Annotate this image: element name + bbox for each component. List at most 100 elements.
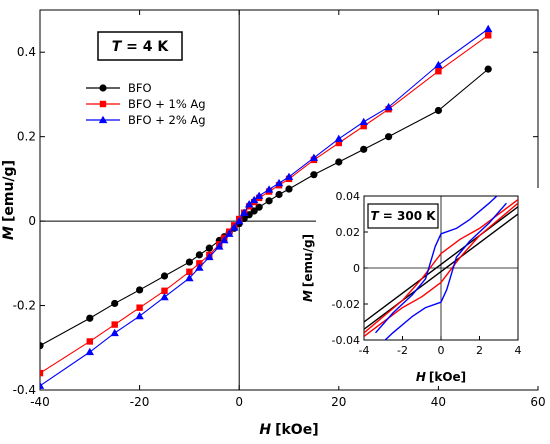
y-tick-label: -0.4: [13, 383, 36, 397]
inset-y-tick-label: -0.02: [332, 298, 360, 311]
data-point: [205, 252, 214, 261]
inset-x-axis-label: H [kOe]: [416, 370, 466, 384]
data-point: [195, 251, 203, 259]
data-point: [40, 342, 44, 350]
data-point: [215, 242, 224, 250]
data-point: [136, 286, 144, 294]
legend-entry: BFO + 1% Ag: [86, 97, 206, 111]
data-point: [385, 133, 393, 141]
data-point: [384, 102, 393, 111]
data-point: [255, 203, 263, 211]
inset-series: [364, 199, 518, 337]
inset-temperature-label: T = 300 K: [370, 209, 436, 223]
data-point: [161, 287, 168, 294]
x-tick-label: 60: [530, 395, 545, 409]
inset-loop-branch: [364, 206, 518, 323]
data-point: [284, 172, 294, 180]
data-point: [85, 347, 94, 356]
legend-marker: [99, 100, 107, 108]
y-tick-label: 0.2: [17, 130, 36, 144]
data-point: [360, 122, 367, 130]
y-tick-label: -0.2: [13, 299, 36, 313]
main-series-group: [40, 24, 493, 389]
inset-series-group: [364, 196, 518, 340]
data-point: [186, 268, 193, 275]
x-tick-label: 20: [331, 395, 346, 409]
inset-zero-lines: [364, 196, 518, 340]
inset-series: [364, 206, 518, 330]
x-tick-label: 40: [431, 395, 446, 409]
inset-x-tick-label: 0: [438, 344, 445, 357]
data-point: [309, 153, 319, 161]
legend-label: BFO + 1% Ag: [128, 97, 206, 111]
data-point: [40, 381, 45, 389]
data-point: [434, 106, 442, 115]
data-point: [111, 321, 118, 328]
legend-label: BFO + 2% Ag: [128, 113, 206, 127]
data-point: [435, 68, 442, 75]
data-point: [110, 328, 119, 337]
data-point: [434, 60, 443, 69]
inset-plot: -4 -2 0 2 4 -0.04 -0.02 0 0.02 0.04 M[emu/g] H [kO…: [301, 188, 544, 386]
data-point: [220, 235, 229, 244]
data-point: [484, 24, 493, 33]
data-point: [254, 191, 264, 199]
legend: BFO BFO + 1% Ag BFO + 2% Ag: [86, 81, 206, 127]
inset-series: [375, 196, 507, 340]
main-y-axis-label: M[emu/g]: [1, 160, 17, 240]
data-point: [86, 314, 94, 322]
main-temperature-label: T = 4 K: [112, 39, 170, 55]
data-point: [484, 65, 492, 73]
data-point: [185, 258, 193, 266]
inset-x-tick-label: 2: [476, 344, 483, 357]
x-tick-label: -20: [130, 395, 150, 409]
data-point: [359, 117, 368, 126]
data-point: [136, 304, 143, 311]
inset-temperature-box: [367, 203, 439, 229]
inset-x-tick-label: -2: [397, 344, 408, 357]
data-point: [225, 229, 234, 237]
data-point: [40, 369, 44, 377]
data-point: [230, 223, 239, 231]
legend-label: BFO: [128, 81, 152, 95]
data-point: [275, 190, 283, 199]
data-point: [205, 244, 213, 252]
inset-y-tick-label: 0.02: [336, 226, 361, 239]
series-line: [40, 28, 489, 387]
data-point: [285, 185, 293, 193]
data-point: [160, 272, 169, 280]
data-point: [86, 338, 93, 345]
inset-y-tick-label: 0.04: [336, 190, 361, 203]
inset-y-tick-label: 0: [353, 262, 360, 275]
data-point: [264, 185, 274, 193]
inset-y-tick-label: -0.04: [332, 334, 360, 347]
legend-entry: BFO + 2% Ag: [86, 113, 206, 127]
data-point: [485, 32, 492, 39]
main-x-axis-label: H [kOe]: [259, 422, 318, 438]
data-point: [360, 145, 368, 153]
inset-y-axis-label: M[emu/g]: [301, 234, 315, 302]
inset-x-tick-label: -4: [359, 344, 370, 357]
data-point: [239, 208, 249, 216]
inset-loop-branch: [384, 202, 507, 340]
data-point: [335, 158, 343, 166]
inset-loop-branch: [364, 213, 518, 330]
data-point: [195, 263, 204, 271]
inset-loop-branch: [364, 202, 518, 337]
inset-x-tick-label: 4: [515, 344, 522, 357]
data-point: [196, 260, 203, 267]
data-point: [265, 197, 273, 205]
legend-entry: BFO: [86, 81, 152, 95]
data-point: [244, 200, 254, 208]
x-tick-label: 0: [235, 395, 243, 409]
inset-loop-branch: [364, 199, 518, 334]
series-triangle: [40, 24, 493, 389]
data-point: [160, 292, 169, 301]
y-tick-label: 0: [28, 214, 36, 228]
inset-ticks: -4 -2 0 2 4 -0.04 -0.02 0 0.02 0.04: [332, 190, 522, 357]
data-point: [111, 299, 119, 308]
main-temperature-box: [97, 31, 183, 61]
x-tick-label: -40: [30, 395, 50, 409]
data-point: [335, 139, 342, 147]
